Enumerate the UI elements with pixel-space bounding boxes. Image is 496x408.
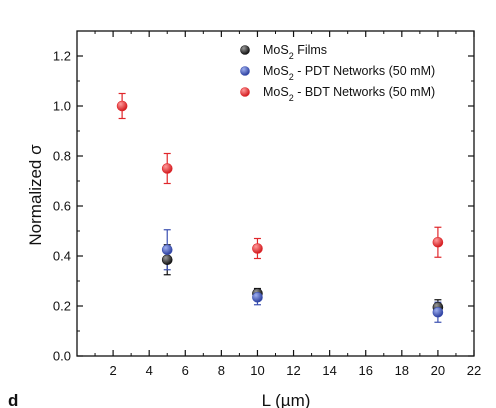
x-tick-label: 18 bbox=[395, 363, 409, 378]
x-tick-label: 20 bbox=[431, 363, 445, 378]
y-tick-label: 0.4 bbox=[53, 249, 71, 264]
x-tick-label: 10 bbox=[250, 363, 264, 378]
x-tick-label: 14 bbox=[322, 363, 336, 378]
legend-label-subscript: 2 bbox=[289, 72, 294, 82]
legend-label-main: MoS bbox=[263, 43, 289, 57]
legend-marker bbox=[240, 87, 250, 97]
y-tick-label: 0.8 bbox=[53, 149, 71, 164]
legend-label-subscript: 2 bbox=[289, 93, 294, 103]
legend-label: MoS2 - PDT Networks (50 mM) bbox=[263, 64, 435, 82]
legend-label: MoS2 - BDT Networks (50 mM) bbox=[263, 85, 435, 103]
x-tick-label: 22 bbox=[467, 363, 481, 378]
data-point bbox=[116, 100, 128, 112]
legend-label-rest: Films bbox=[294, 43, 327, 57]
legend-marker bbox=[240, 45, 250, 55]
y-tick-label: 0.2 bbox=[53, 299, 71, 314]
data-point bbox=[161, 163, 173, 174]
data-point bbox=[432, 306, 444, 318]
x-axis-title: L (µm) bbox=[262, 391, 311, 408]
y-tick-label: 0.0 bbox=[53, 349, 71, 364]
legend-marker bbox=[240, 66, 250, 76]
data-marks bbox=[116, 92, 444, 323]
data-point bbox=[252, 291, 263, 303]
x-tick-label: 2 bbox=[109, 363, 116, 378]
legend-label-main: MoS bbox=[263, 64, 289, 78]
plot-frame bbox=[76, 30, 475, 357]
y-axis-title: Normalized σ bbox=[26, 144, 45, 246]
x-tick-label: 4 bbox=[146, 363, 153, 378]
data-point bbox=[161, 244, 173, 256]
y-tick-label: 1.2 bbox=[53, 49, 71, 64]
x-tick-label: 8 bbox=[218, 363, 225, 378]
y-tick-label: 1.0 bbox=[53, 99, 71, 114]
x-tick-label: 6 bbox=[182, 363, 189, 378]
data-point bbox=[161, 254, 173, 266]
legend-label: MoS2 Films bbox=[263, 43, 327, 61]
axis-ticks: 2 4 6 8 10 12 14 16 18 20 220.00.20.40.60.81.01.2 bbox=[53, 30, 481, 378]
panel-letter: d bbox=[8, 391, 18, 408]
legend-label-main: MoS bbox=[263, 85, 289, 99]
data-point bbox=[252, 243, 263, 254]
legend-label-rest: - BDT Networks (50 mM) bbox=[294, 85, 435, 99]
x-tick-label: 16 bbox=[358, 363, 372, 378]
data-point bbox=[432, 236, 444, 248]
legend-label-subscript: 2 bbox=[289, 51, 294, 61]
x-tick-label: 12 bbox=[286, 363, 300, 378]
legend-label-rest: - PDT Networks (50 mM) bbox=[294, 64, 435, 78]
y-tick-label: 0.6 bbox=[53, 199, 71, 214]
